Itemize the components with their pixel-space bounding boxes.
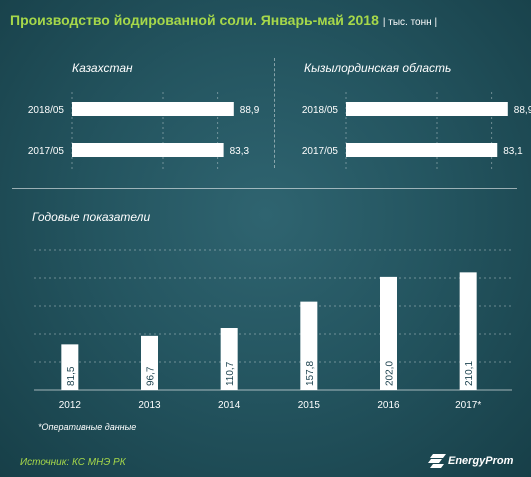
annual-bar — [300, 301, 318, 390]
title-text: Производство йодированной соли. Январь-м… — [10, 12, 379, 28]
kazakhstan-title: Казахстан — [72, 61, 133, 75]
annual-value-label: 202,0 — [385, 361, 396, 386]
page-title: Производство йодированной соли. Январь-м… — [10, 12, 437, 28]
kyzylorda-bar — [346, 102, 508, 116]
kazakhstan-category-label: 2018/05 — [28, 105, 65, 116]
section-divider — [12, 188, 517, 189]
panel-divider — [274, 58, 275, 168]
annual-value-label: 96,7 — [146, 366, 157, 386]
annual-value-label: 81,5 — [66, 366, 77, 386]
kyzylorda-value-label: 83,1 — [503, 146, 523, 157]
annual-year-label: 2014 — [218, 400, 241, 411]
annual-title: Годовые показатели — [32, 210, 151, 224]
brand-text: EnergyProm — [448, 455, 514, 467]
energyprom-logo: EnergyProm — [428, 451, 513, 471]
energyprom-logo-icon — [428, 454, 446, 468]
annual-bar — [61, 344, 79, 390]
kazakhstan-value-label: 88,9 — [240, 105, 260, 116]
kyzylorda-bar — [346, 143, 498, 157]
kyzylorda-category-label: 2017/05 — [302, 146, 339, 157]
kyzylorda-title: Кызылординская область — [304, 61, 452, 75]
kazakhstan-category-label: 2017/05 — [28, 146, 65, 157]
kyzylorda-chart: 2018/05 88,9 2017/05 83,1 — [302, 92, 531, 170]
unit-label: | тыс. тонн | — [382, 17, 438, 28]
annual-value-label: 110,7 — [225, 361, 236, 386]
annual-year-label: 2013 — [138, 400, 161, 411]
annual-bar — [459, 272, 477, 390]
annual-value-label: 157,8 — [305, 361, 316, 386]
kyzylorda-value-label: 88,9 — [514, 105, 531, 116]
source-label: Источник: КС МНЭ РК — [20, 457, 126, 468]
annual-bar — [141, 335, 158, 390]
kyzylorda-category-label: 2018/05 — [302, 105, 339, 116]
annual-value-label: 210,1 — [464, 361, 475, 386]
annual-year-label: 2012 — [59, 400, 82, 411]
annual-year-label: 2017* — [455, 400, 481, 411]
annual-year-label: 2015 — [298, 400, 321, 411]
annual-year-label: 2016 — [377, 400, 400, 411]
footnote: *Оперативные данные — [38, 422, 137, 432]
kazakhstan-value-label: 83,3 — [230, 146, 250, 157]
kazakhstan-chart: 2018/05 88,9 2017/05 83,3 — [28, 92, 260, 170]
kazakhstan-bar — [72, 143, 224, 157]
annual-chart: 81,5 2012 96,7 2013 110,7 2014 157,8 2015 202,0 2… — [34, 249, 512, 411]
kazakhstan-bar — [72, 102, 234, 116]
annual-bar — [220, 328, 238, 390]
annual-bar — [380, 276, 397, 390]
